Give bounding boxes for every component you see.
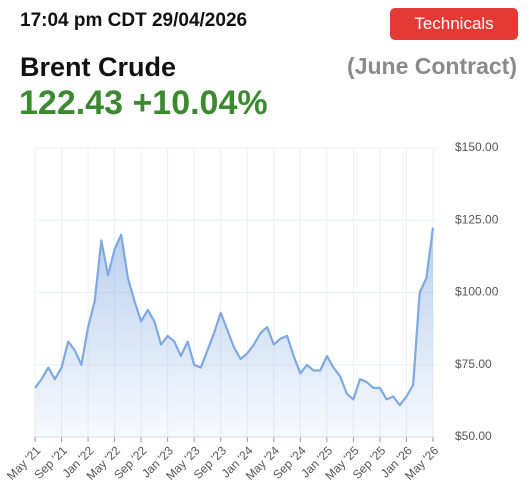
y-tick-label: $125.00 [455,212,499,226]
contract: (June Contract) [347,53,517,79]
quote: 122.43 +10.04% [19,84,268,122]
technicals-button[interactable]: Technicals [390,8,518,40]
timestamp: 17:04 pm CDT 29/04/2026 [20,10,248,31]
price-line [34,227,435,407]
y-tick-label: $75.00 [455,357,492,371]
instrument-name: Brent Crude [20,52,177,82]
y-tick-label: $150.00 [455,140,499,154]
y-tick-label: $100.00 [455,285,499,299]
area-fill [35,227,433,437]
y-tick-label: $50.00 [455,429,492,443]
